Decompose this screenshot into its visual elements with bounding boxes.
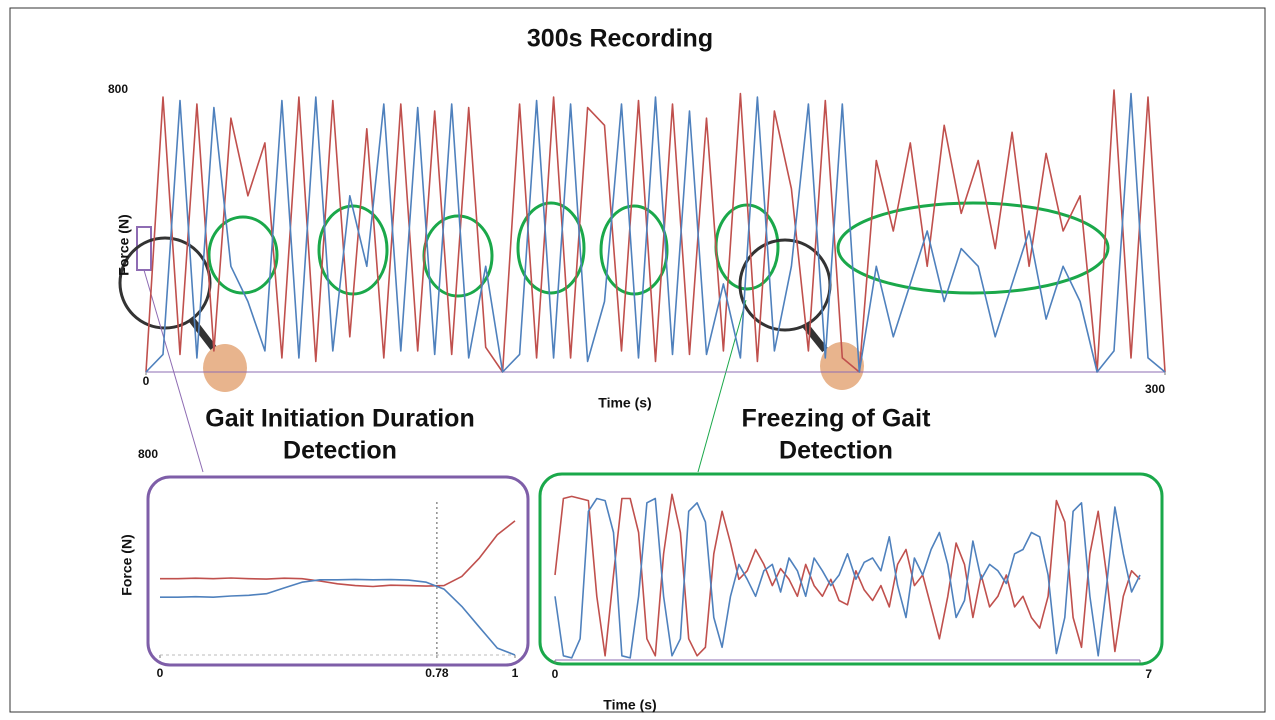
x-tick-label: 7 — [1145, 667, 1152, 681]
y-tick-label: 800 — [138, 447, 158, 461]
y-tick-label: 800 — [108, 82, 128, 96]
chart-title: Detection — [779, 437, 893, 465]
y-axis-label: Force (N) — [119, 534, 135, 595]
chart-title: Gait Initiation Duration — [205, 405, 474, 433]
x-tick-label: 0.78 — [425, 666, 449, 680]
x-tick-label: 0 — [143, 374, 150, 388]
x-tick-label: 300 — [1145, 382, 1165, 396]
x-tick-label: 0 — [552, 667, 559, 681]
page: 300s Recording Time (s) Force (N) 800 0 300 Ga… — [0, 0, 1275, 720]
x-tick-label: 1 — [512, 666, 519, 680]
y-axis-label: Force (N) — [116, 214, 132, 275]
chart-title: Freezing of Gait — [742, 405, 932, 433]
chart-title: Detection — [283, 437, 397, 465]
x-tick-label: 0 — [157, 666, 164, 680]
x-axis-label: Time (s) — [603, 697, 656, 713]
figure: 300s Recording Time (s) Force (N) 800 0 300 Ga… — [0, 0, 1275, 720]
hand — [203, 344, 247, 392]
chart-title: 300s Recording — [527, 25, 713, 53]
x-axis-label: Time (s) — [598, 395, 651, 411]
